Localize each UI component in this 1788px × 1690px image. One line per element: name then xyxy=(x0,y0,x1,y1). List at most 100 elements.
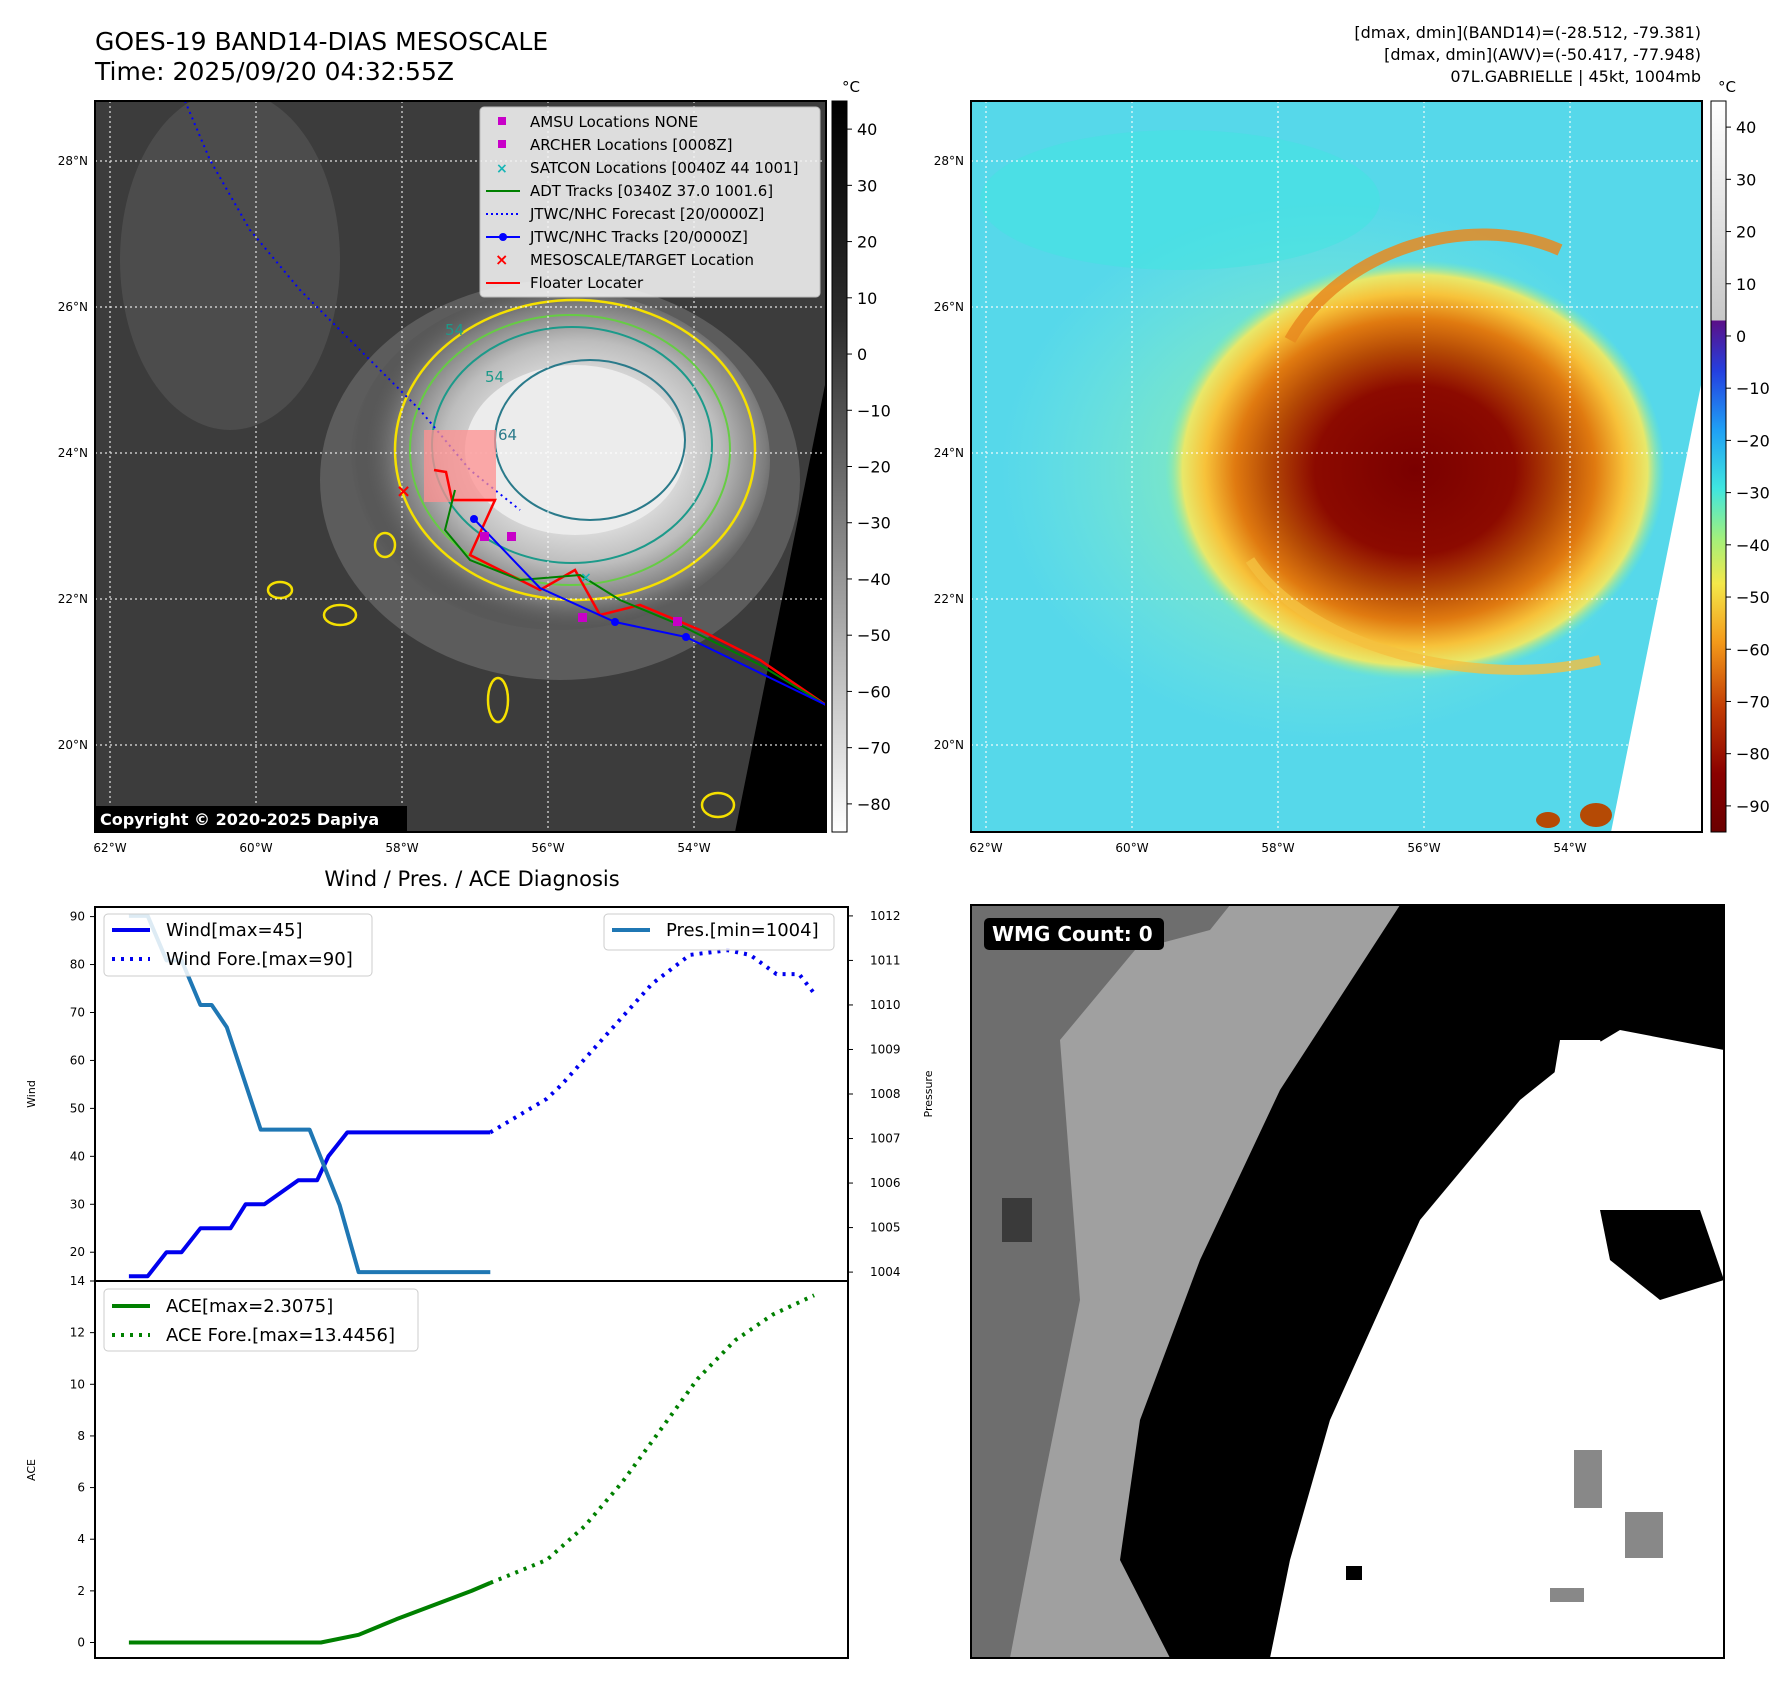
pres-legend-label: Pres.[min=1004] xyxy=(666,920,819,941)
lon-label: 56°W xyxy=(531,841,564,855)
legend-marker-jtwc-dot xyxy=(499,233,507,241)
contour-yellow-small xyxy=(373,531,397,559)
legend-label: ARCHER Locations [0008Z] xyxy=(530,136,733,154)
archer-location xyxy=(578,613,587,622)
lat-label: 20°N xyxy=(58,738,88,752)
contour-green xyxy=(409,314,731,586)
contour-yellow-small xyxy=(266,580,294,600)
diagnosis-title: Wind / Pres. / ACE Diagnosis xyxy=(324,867,619,891)
cloud-cell xyxy=(1536,812,1560,828)
axis-tick-label: 20 xyxy=(70,1245,85,1259)
colorbar-tick-label: 30 xyxy=(1736,170,1756,189)
cloud-cell xyxy=(1580,803,1612,827)
jtwc-track-point xyxy=(682,633,690,641)
spiral-band xyxy=(1245,557,1602,675)
legend-marker-archer xyxy=(498,140,506,148)
colorbar-tick-label: −20 xyxy=(1736,431,1770,450)
color-colorbar: °C 40 30 20 10 0 −10 −20 −30 −40 −50 −60 −70 −80 −90 xyxy=(1710,78,1770,833)
gray-colorbar-bar xyxy=(831,100,848,833)
axis-tick-label: 50 xyxy=(70,1101,85,1115)
cloud-haze xyxy=(120,101,340,430)
lon-label: 56°W xyxy=(1407,841,1440,855)
wmg-frame xyxy=(970,904,1725,1659)
colorbar-tick-label: −10 xyxy=(1736,379,1770,398)
colorbar-tick-label: −50 xyxy=(1736,588,1770,607)
wmg-zone-white xyxy=(1270,1030,1724,1658)
ace-axis-label: ACE xyxy=(25,1459,38,1481)
wmg-cell xyxy=(1625,1512,1663,1558)
axis-tick-label: 1006 xyxy=(870,1176,901,1190)
ace-legend-label: ACE[max=2.3075] xyxy=(166,1296,333,1317)
wmg-cell xyxy=(1002,1198,1032,1242)
axis-tick-label: 4 xyxy=(77,1532,85,1546)
wmg-cell xyxy=(1550,1588,1584,1602)
wind-legend-box xyxy=(103,913,373,977)
pressure-axis-ticks: 1004 1005 1006 1007 1008 1009 1010 1011 1012 xyxy=(848,909,901,1279)
wmg-cell xyxy=(1346,1566,1362,1580)
wmg-zone-white xyxy=(1550,1040,1620,1120)
colorbar-tick-label: 0 xyxy=(1736,327,1746,346)
axis-tick-label: 1010 xyxy=(870,998,901,1012)
haze-region xyxy=(980,130,1380,270)
colorbar-tick-label: 30 xyxy=(857,176,877,195)
colorbar-unit: °C xyxy=(842,78,860,96)
legend-marker-amsu xyxy=(498,117,506,125)
wind-axis-label: Wind xyxy=(25,1080,38,1108)
contour-label: 54 xyxy=(445,321,464,339)
axis-tick-label: 8 xyxy=(77,1429,85,1443)
contour-yellow-small xyxy=(486,676,510,724)
lon-label: 62°W xyxy=(93,841,126,855)
storm-core-gray xyxy=(465,365,685,535)
axis-tick-label: 1011 xyxy=(870,953,901,967)
legend-label: Floater Locater xyxy=(530,274,644,292)
no-data-wedge xyxy=(735,380,826,832)
legend-label: MESOSCALE/TARGET Location xyxy=(530,251,754,269)
wmg-cell xyxy=(1574,1450,1602,1508)
figure-time: Time: 2025/09/20 04:32:55Z xyxy=(94,57,454,86)
archer-location xyxy=(673,617,682,626)
archer-location xyxy=(507,532,516,541)
ace-series xyxy=(128,1293,815,1645)
wind-fore-legend-label: Wind Fore.[max=90] xyxy=(166,949,353,970)
copyright-box xyxy=(95,806,407,832)
wmg-count-box xyxy=(984,918,1164,950)
color-colorbar-bar xyxy=(1710,100,1727,833)
gray-colorbar: °C 40 30 20 10 0 −10 −20 −30 −40 −50 −60 −70 −80 xyxy=(831,78,891,833)
legend-marker-satcon: × xyxy=(496,161,508,177)
lat-label: 22°N xyxy=(58,592,88,606)
colorbar-tick-label: 20 xyxy=(857,233,877,252)
no-data-wedge xyxy=(1611,380,1702,832)
axis-tick-label: 0 xyxy=(77,1636,85,1650)
colorbar-tick-label: 40 xyxy=(857,120,877,139)
axis-tick-label: 1009 xyxy=(870,1042,901,1056)
colorbar-unit: °C xyxy=(1718,78,1736,96)
lon-label: 58°W xyxy=(385,841,418,855)
colorbar-tick-label: −10 xyxy=(857,401,891,420)
color-map-frame xyxy=(970,100,1703,833)
wind-legend-label: Wind[max=45] xyxy=(166,920,303,941)
series-line-wind-fore xyxy=(489,948,816,1135)
legend-label: AMSU Locations NONE xyxy=(530,113,698,131)
series-line-ace xyxy=(128,1581,492,1645)
colorbar-tick-label: −70 xyxy=(1736,692,1770,711)
legend-label: SATCON Locations [0040Z 44 1001] xyxy=(530,159,798,177)
copyright-text: Copyright © 2020-2025 Dapiya xyxy=(100,810,379,829)
colorbar-tick-label: 10 xyxy=(857,289,877,308)
lon-label: 58°W xyxy=(1261,841,1294,855)
contour-yellow-small xyxy=(322,603,358,627)
axis-tick-label: 2 xyxy=(77,1584,85,1598)
adt-track xyxy=(443,489,826,706)
pressure-axis-label: Pressure xyxy=(922,1070,935,1117)
colorbar-tick-label: −80 xyxy=(1736,745,1770,764)
contour-yellow xyxy=(393,298,757,602)
wmg-zone-black-patch xyxy=(1600,1210,1724,1300)
lat-label: 22°N xyxy=(934,592,964,606)
axis-tick-label: 10 xyxy=(70,1377,85,1391)
axis-tick-label: 1007 xyxy=(870,1132,901,1146)
figure-title: GOES-19 BAND14-DIAS MESOSCALE xyxy=(95,27,548,56)
jtwc-track-point xyxy=(470,515,478,523)
axis-tick-label: 6 xyxy=(77,1481,85,1495)
colorbar-tick-label: −70 xyxy=(857,739,891,758)
color-map-panel: 28°N 26°N 24°N 22°N 20°N 62°W 60°W 58°W … xyxy=(934,100,1703,855)
